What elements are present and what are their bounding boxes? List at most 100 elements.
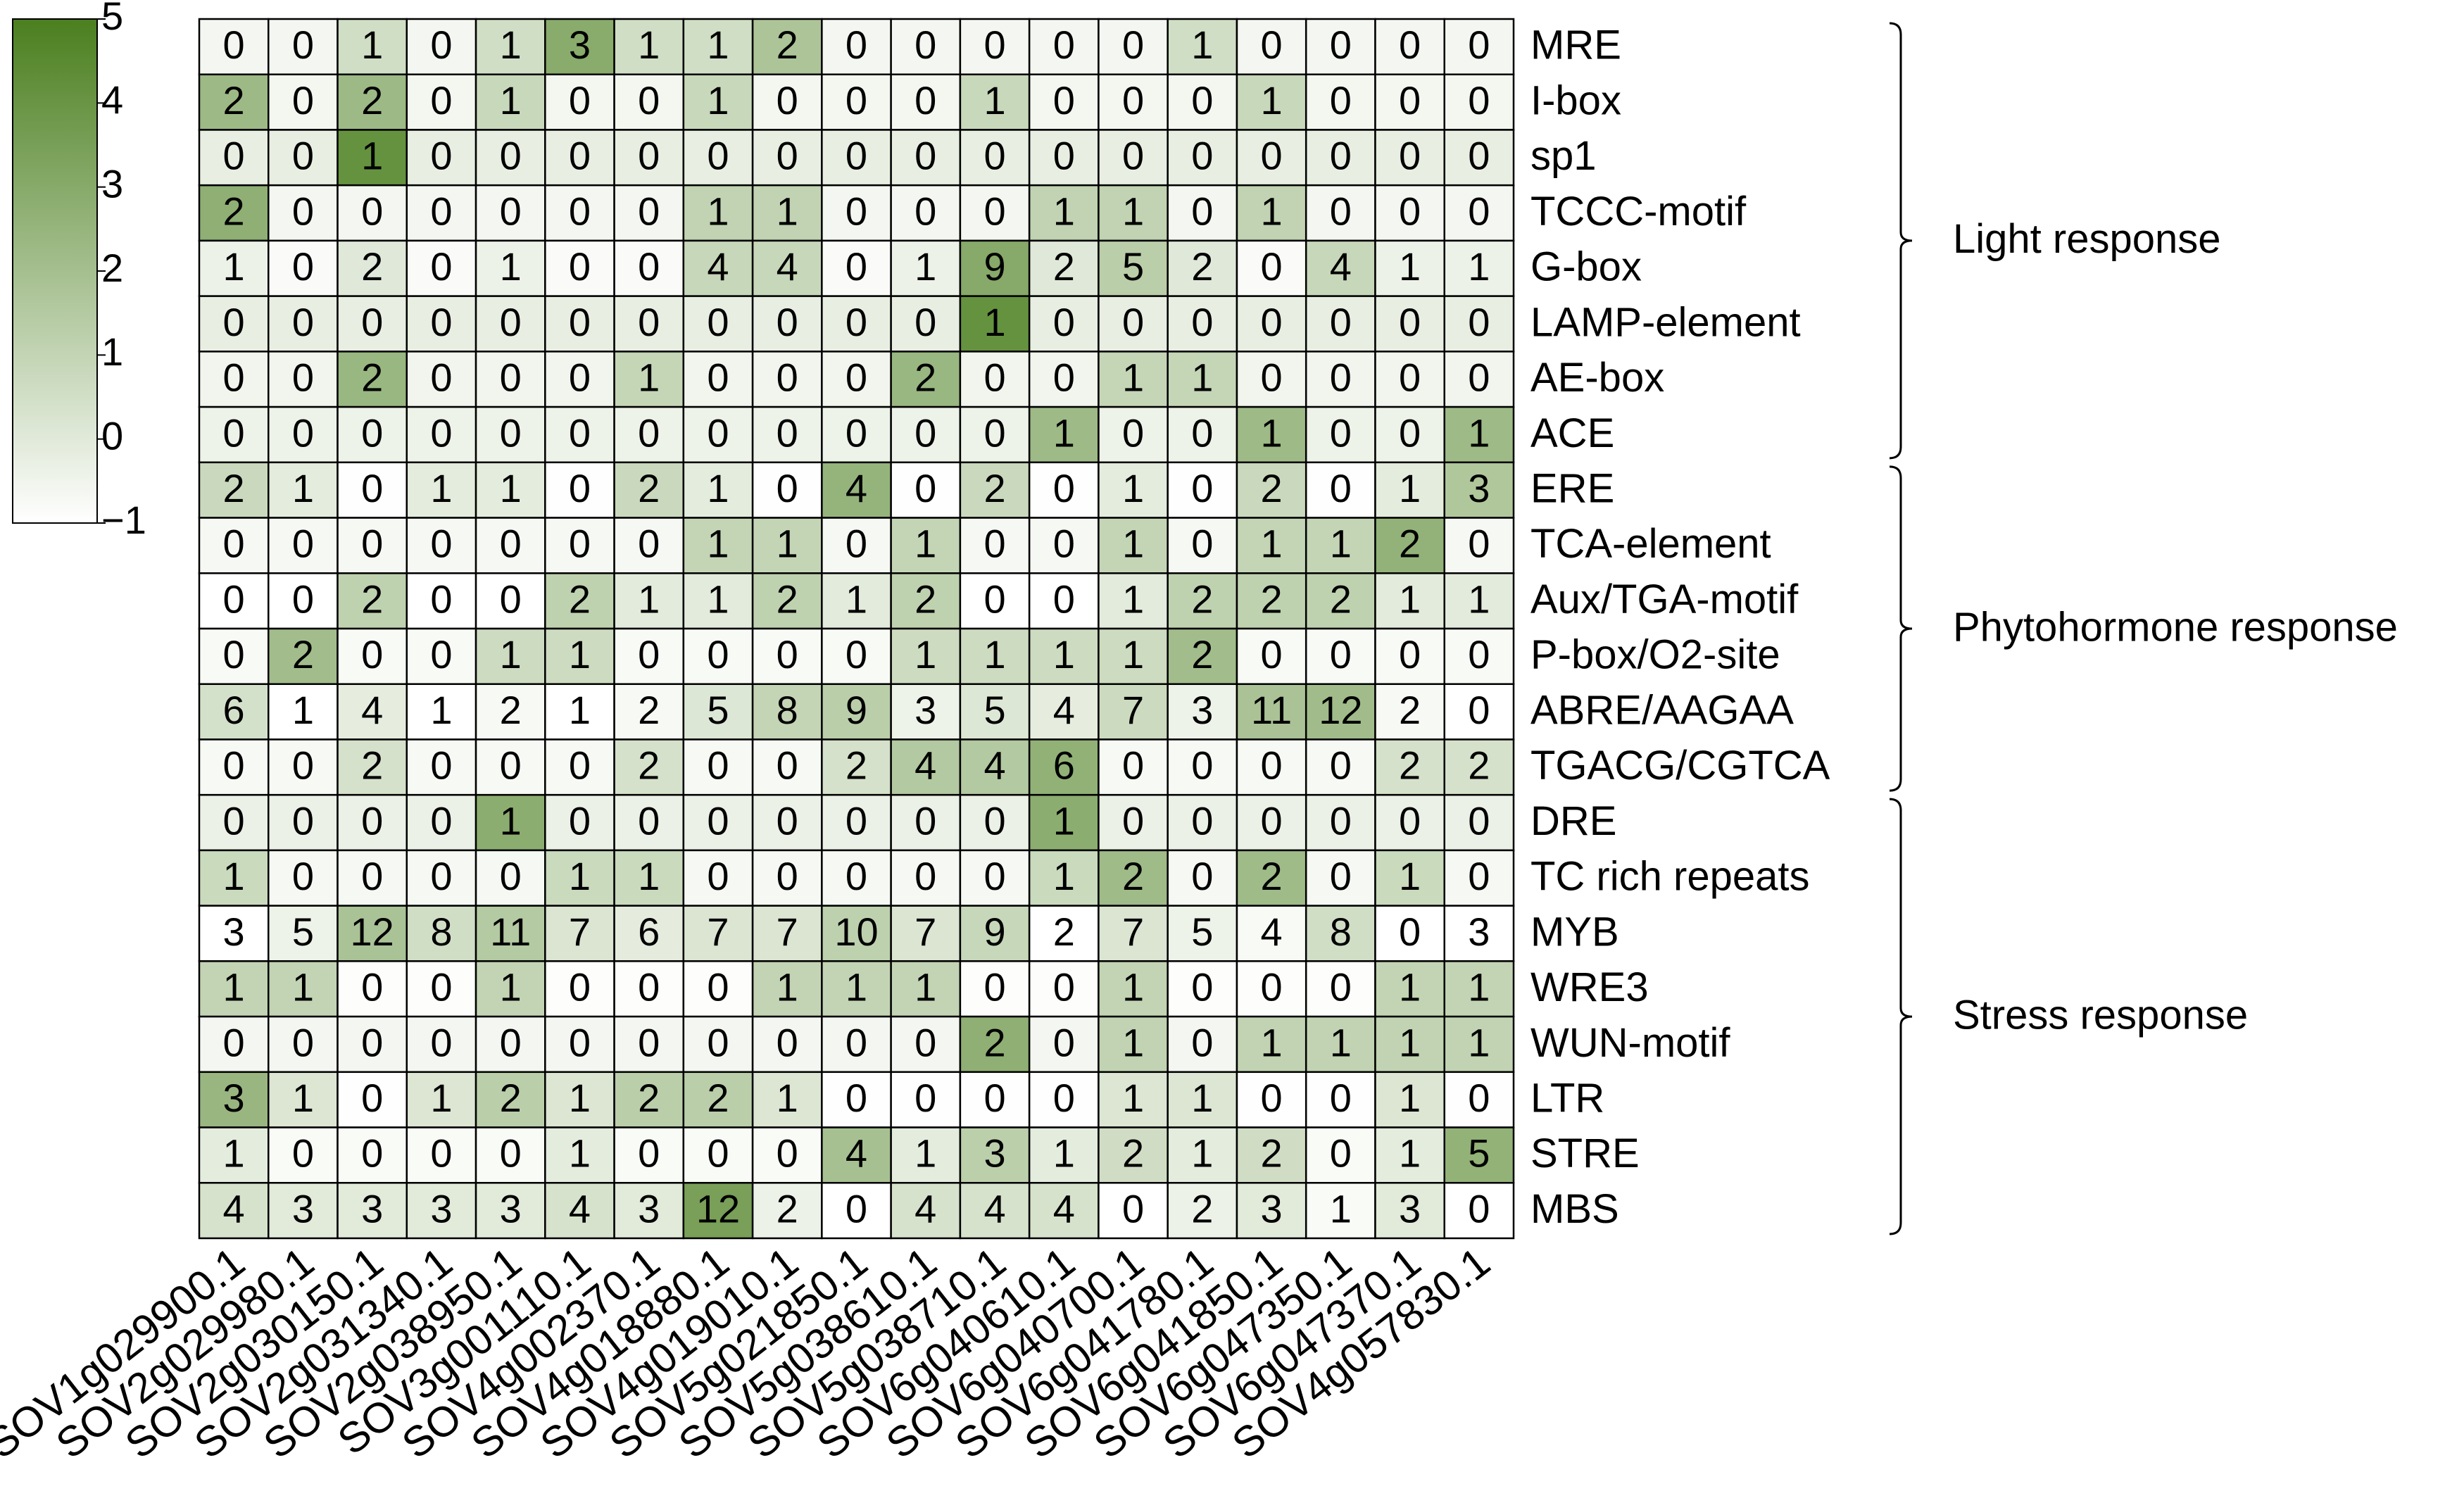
cell-label: 0 bbox=[430, 854, 452, 898]
heatmap-cell bbox=[613, 405, 685, 464]
cell-label: 1 bbox=[1399, 965, 1421, 1009]
cell-label: 2 bbox=[1261, 577, 1283, 621]
cell-label: 2 bbox=[292, 632, 314, 677]
cell-label: 0 bbox=[846, 1020, 867, 1064]
cell-label: 0 bbox=[430, 189, 452, 233]
heatmap-cell bbox=[682, 1182, 754, 1240]
cell-label: 5 bbox=[707, 688, 729, 732]
cell-label: 0 bbox=[846, 854, 867, 898]
cell-label: 0 bbox=[846, 410, 867, 455]
cell-label: 0 bbox=[914, 466, 936, 510]
cell-label: 0 bbox=[914, 798, 936, 843]
cell-label: 2 bbox=[638, 743, 660, 788]
cell-label: 1 bbox=[1122, 522, 1144, 566]
heatmap-cell bbox=[1167, 1015, 1238, 1074]
cell-label: 0 bbox=[707, 1020, 729, 1064]
heatmap-cell bbox=[613, 905, 685, 962]
cell-label: 0 bbox=[1330, 798, 1352, 843]
heatmap-cell bbox=[1236, 960, 1307, 1018]
cell-label: 0 bbox=[707, 134, 729, 178]
cell-label: 1 bbox=[1261, 78, 1283, 122]
cell-label: 1 bbox=[1468, 244, 1490, 289]
row-label: MRE bbox=[1530, 23, 1621, 68]
cell-label: 1 bbox=[707, 189, 729, 233]
heatmap-cell bbox=[682, 1015, 754, 1074]
cell-label: 3 bbox=[1399, 1186, 1421, 1231]
heatmap-cell bbox=[406, 1071, 477, 1128]
heatmap-cell bbox=[751, 295, 823, 353]
colorbar-tick-label: −1 bbox=[101, 498, 146, 542]
cell-label: 0 bbox=[983, 1076, 1005, 1120]
cell-label: 0 bbox=[846, 134, 867, 178]
heatmap-cell bbox=[1236, 849, 1307, 907]
heatmap-cell bbox=[268, 405, 339, 464]
cell-label: 0 bbox=[638, 189, 660, 233]
heatmap-cell bbox=[1167, 73, 1238, 131]
heatmap-cell bbox=[1443, 1071, 1515, 1128]
cell-label: 0 bbox=[1468, 300, 1490, 344]
colorbar-tick-label: 0 bbox=[101, 413, 123, 458]
cell-label: 2 bbox=[500, 1076, 522, 1120]
heatmap-cell bbox=[613, 1182, 685, 1240]
cell-label: 8 bbox=[430, 910, 452, 954]
heatmap-cell bbox=[406, 793, 477, 852]
group-label: Light response bbox=[1953, 216, 2220, 262]
cell-label: 2 bbox=[223, 189, 245, 233]
heatmap-cell bbox=[474, 129, 546, 187]
cell-label: 3 bbox=[430, 1186, 452, 1231]
heatmap-cell bbox=[1443, 461, 1515, 519]
cell-label: 1 bbox=[1191, 23, 1213, 67]
heatmap-cell bbox=[268, 1071, 339, 1128]
cell-label: 1 bbox=[1053, 632, 1075, 677]
heatmap-cell bbox=[544, 461, 615, 519]
cell-label: 1 bbox=[914, 965, 936, 1009]
heatmap-cell bbox=[613, 351, 685, 408]
cell-label: 0 bbox=[1191, 854, 1213, 898]
cell-label: 1 bbox=[846, 965, 867, 1009]
cell-label: 0 bbox=[1122, 23, 1144, 67]
cell-label: 0 bbox=[1468, 189, 1490, 233]
cell-label: 0 bbox=[1053, 300, 1075, 344]
heatmap-cell bbox=[337, 849, 408, 907]
cell-label: 0 bbox=[638, 134, 660, 178]
heatmap-cell bbox=[1098, 793, 1169, 852]
cell-label: 0 bbox=[569, 410, 591, 455]
cell-label: 0 bbox=[914, 854, 936, 898]
cell-label: 0 bbox=[1053, 1076, 1075, 1120]
heatmap-cell bbox=[198, 351, 270, 408]
cell-label: 1 bbox=[500, 632, 522, 677]
heatmap-cell bbox=[406, 1182, 477, 1240]
cell-label: 0 bbox=[569, 798, 591, 843]
cell-label: 0 bbox=[846, 300, 867, 344]
heatmap-cell bbox=[1374, 793, 1445, 852]
cell-label: 1 bbox=[1330, 1186, 1352, 1231]
cell-label: 0 bbox=[638, 300, 660, 344]
heatmap-cell bbox=[1236, 572, 1307, 630]
row-label: TC rich repeats bbox=[1530, 854, 1809, 900]
cell-label: 7 bbox=[707, 910, 729, 954]
cell-label: 7 bbox=[914, 910, 936, 954]
heatmap-cell bbox=[474, 793, 546, 852]
cell-label: 2 bbox=[1191, 577, 1213, 621]
heatmap-cell bbox=[268, 627, 339, 685]
cell-label: 0 bbox=[500, 356, 522, 400]
heatmap-cell bbox=[821, 1126, 892, 1184]
cell-label: 0 bbox=[1191, 189, 1213, 233]
heatmap-cell bbox=[959, 239, 1031, 297]
cell-label: 6 bbox=[638, 910, 660, 954]
cell-label: 0 bbox=[1399, 300, 1421, 344]
cell-label: 0 bbox=[638, 78, 660, 122]
cell-label: 0 bbox=[361, 466, 383, 510]
heatmap-cell bbox=[1305, 627, 1376, 685]
heatmap-cell bbox=[268, 793, 339, 852]
cell-label: 0 bbox=[292, 854, 314, 898]
heatmap-cell bbox=[1028, 1015, 1100, 1074]
cell-label: 0 bbox=[430, 1020, 452, 1064]
heatmap-cell bbox=[268, 184, 339, 242]
cell-label: 0 bbox=[1399, 78, 1421, 122]
cell-label: 2 bbox=[638, 1076, 660, 1120]
row-label: Aux/TGA-motif bbox=[1530, 577, 1799, 622]
cell-label: 0 bbox=[569, 1020, 591, 1064]
cell-label: 1 bbox=[569, 854, 591, 898]
cell-label: 0 bbox=[846, 23, 867, 67]
